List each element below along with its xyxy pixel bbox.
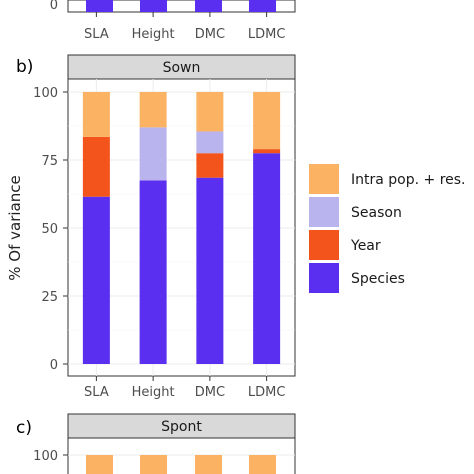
- x-tick-label-dmc: DMC: [195, 385, 225, 400]
- legend-label-year: Year: [350, 238, 381, 254]
- panel-b-x-ticks: SLA Height DMC LDMC: [84, 376, 285, 400]
- bar-ldmc-intra-pop-res: [253, 92, 281, 150]
- panel-a-bar-ldmc: [249, 0, 276, 12]
- bar-dmc-year: [196, 153, 224, 178]
- y-tick-label-25: 25: [41, 290, 58, 305]
- bar-height-intra-pop-res: [139, 92, 167, 128]
- panel-c: c) Spont 100: [16, 413, 296, 474]
- panel-a-x-tick-label-sla: SLA: [84, 27, 109, 42]
- y-tick-label-75: 75: [41, 154, 58, 169]
- panel-a-x-ticks: SLA Height DMC LDMC: [84, 12, 285, 42]
- bar-dmc-season: [196, 131, 224, 154]
- panel-a-bar-dmc: [195, 0, 222, 12]
- panel-b-y-ticks: 0 25 50 75 100: [33, 86, 68, 373]
- panel-a-x-tick-label-dmc: DMC: [195, 27, 225, 42]
- panel-a-x-tick-label-height: Height: [132, 27, 175, 42]
- y-tick-label-50: 50: [41, 222, 58, 237]
- bar-height-species: [139, 180, 167, 364]
- bar-dmc-intra-pop-res: [196, 92, 224, 132]
- legend-label-season: Season: [351, 205, 402, 221]
- legend-key-species: [309, 263, 339, 293]
- panel-c-bar-height: [140, 455, 167, 474]
- panel-b-bars: [82, 92, 281, 364]
- panel-c-strip-title: Spont: [161, 419, 202, 435]
- panel-a-y-tick-0: 0: [50, 0, 58, 13]
- panel-b-strip-title: Sown: [163, 60, 201, 76]
- panel-c-bar-sla: [86, 455, 113, 474]
- panel-c-bar-dmc: [195, 455, 222, 474]
- legend-label-intra-pop-res: Intra pop. + res.: [351, 172, 466, 188]
- y-tick-label-0: 0: [50, 358, 58, 373]
- panel-a: 0 SLA Height DMC LDMC: [50, 0, 296, 42]
- panel-b-letter: b): [16, 57, 33, 77]
- panel-b-strip: [67, 54, 296, 80]
- legend-key-year: [309, 230, 339, 260]
- panel-a-bar-sla: [86, 0, 113, 12]
- x-tick-label-ldmc: LDMC: [248, 385, 286, 400]
- panel-a-background: [67, 0, 296, 13]
- bar-dmc-species: [196, 177, 224, 364]
- legend: Intra pop. + res. Season Year Species: [309, 164, 466, 293]
- legend-key-intra-pop-res: [309, 164, 339, 194]
- panel-a-x-tick-label-ldmc: LDMC: [248, 27, 286, 42]
- y-tick-label-100: 100: [33, 86, 58, 101]
- panel-c-y-tick-100: 100: [33, 449, 58, 464]
- bar-sla-year: [82, 136, 110, 197]
- panel-a-bar-height: [140, 0, 167, 12]
- bar-ldmc-year: [253, 149, 281, 154]
- panel-c-letter: c): [16, 418, 32, 438]
- x-tick-label-height: Height: [132, 385, 175, 400]
- bar-sla-intra-pop-res: [82, 92, 110, 137]
- panel-c-strip: [67, 413, 296, 439]
- panel-b: b) Sown 0 25 50 75 100 SLA Height DMC LDMC % Of…: [6, 54, 296, 400]
- x-tick-label-sla: SLA: [84, 385, 109, 400]
- legend-key-season: [309, 197, 339, 227]
- bar-sla-species: [82, 196, 110, 364]
- panel-c-bar-ldmc: [249, 455, 276, 474]
- bar-ldmc-species: [253, 153, 281, 364]
- bar-height-season: [139, 127, 167, 181]
- legend-label-species: Species: [351, 271, 405, 287]
- y-axis-title: % Of variance: [6, 175, 24, 280]
